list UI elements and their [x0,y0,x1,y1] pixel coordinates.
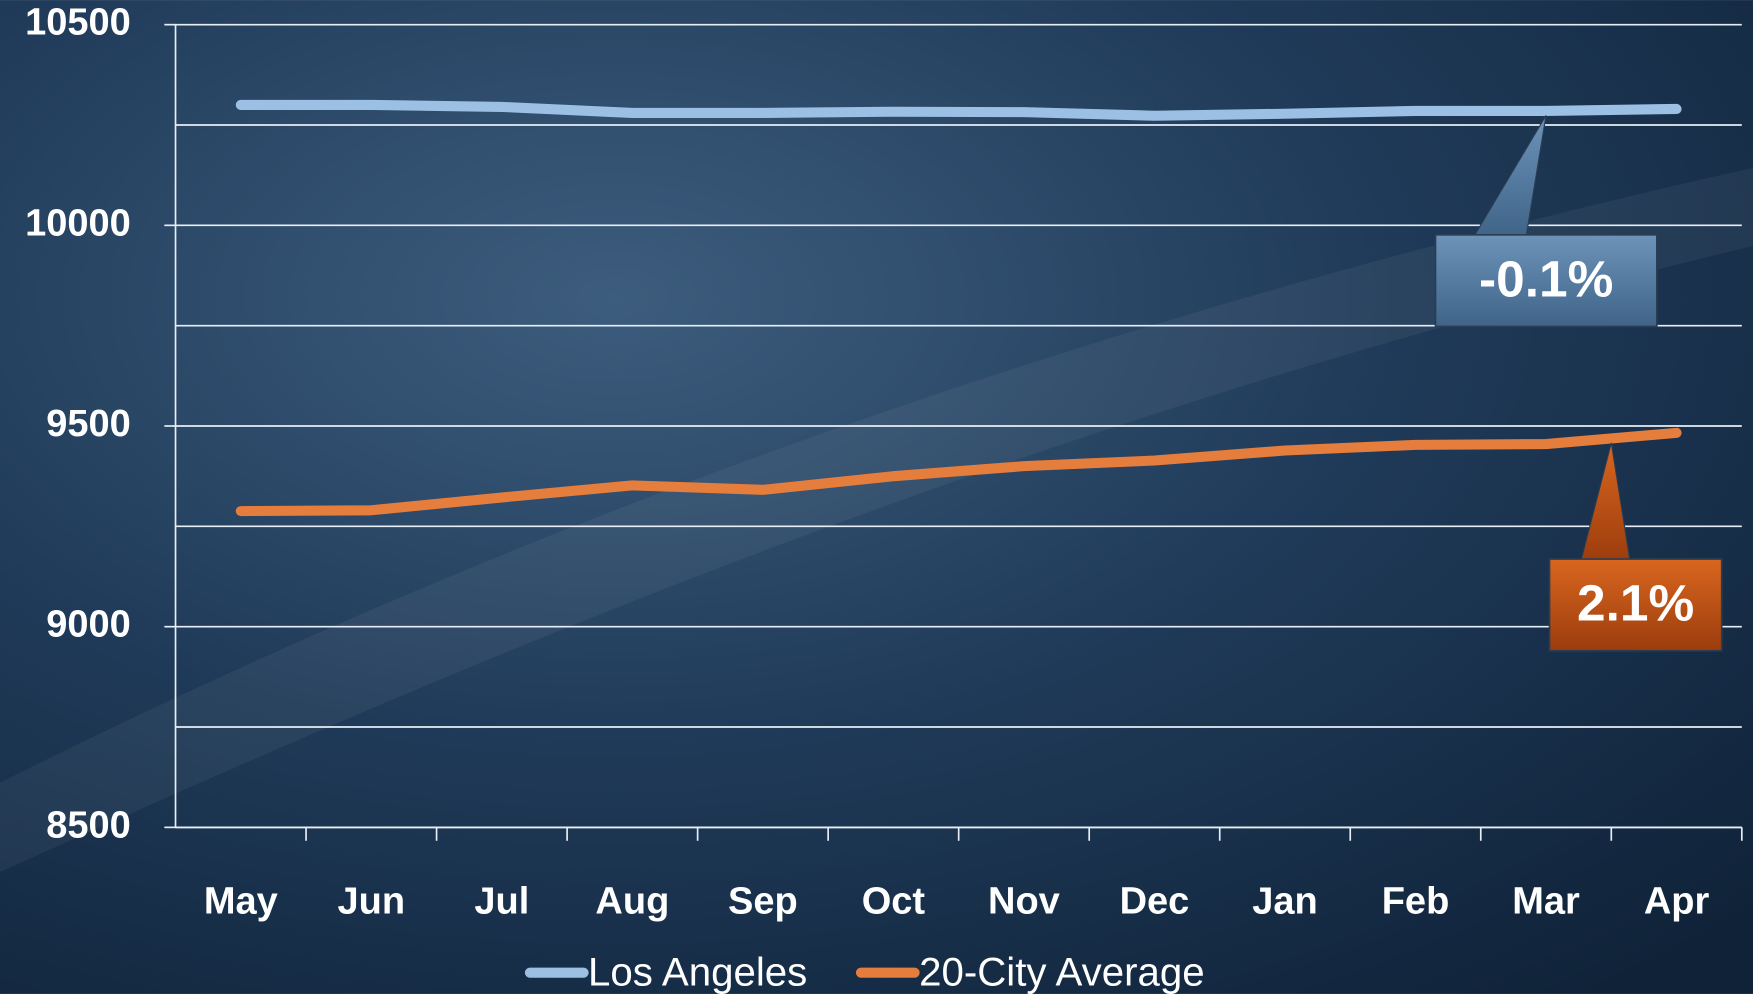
x-tick-label: Aug [595,880,669,922]
y-tick-label: 10000 [25,202,131,244]
x-tick-label: Mar [1512,880,1580,922]
y-tick-label: 10500 [25,2,131,44]
legend-label: 20-City Average [919,950,1205,994]
callout-box [1548,558,1723,652]
y-tick-label: 8500 [46,804,131,846]
legend-label: Los Angeles [588,950,807,994]
x-tick-label: Feb [1382,880,1450,922]
background-streak [0,167,1753,873]
x-tick-label: Apr [1644,880,1710,922]
callout-box [1434,233,1658,328]
x-tick-label: Jul [474,880,529,922]
x-tick-label: Jun [338,880,406,922]
y-tick-label: 9000 [46,604,131,646]
x-tick-label: May [204,880,278,922]
x-tick-label: Sep [728,880,798,922]
data-line [235,99,1682,121]
callout-label: -0.1% [1479,249,1613,307]
x-tick-label: Dec [1120,880,1190,922]
x-tick-label: Oct [862,880,926,922]
callout-label: 2.1% [1577,574,1694,632]
y-tick-label: 9500 [46,403,131,445]
x-tick-label: Jan [1252,880,1317,922]
data-line [235,427,1682,517]
x-tick-label: Nov [988,880,1060,922]
